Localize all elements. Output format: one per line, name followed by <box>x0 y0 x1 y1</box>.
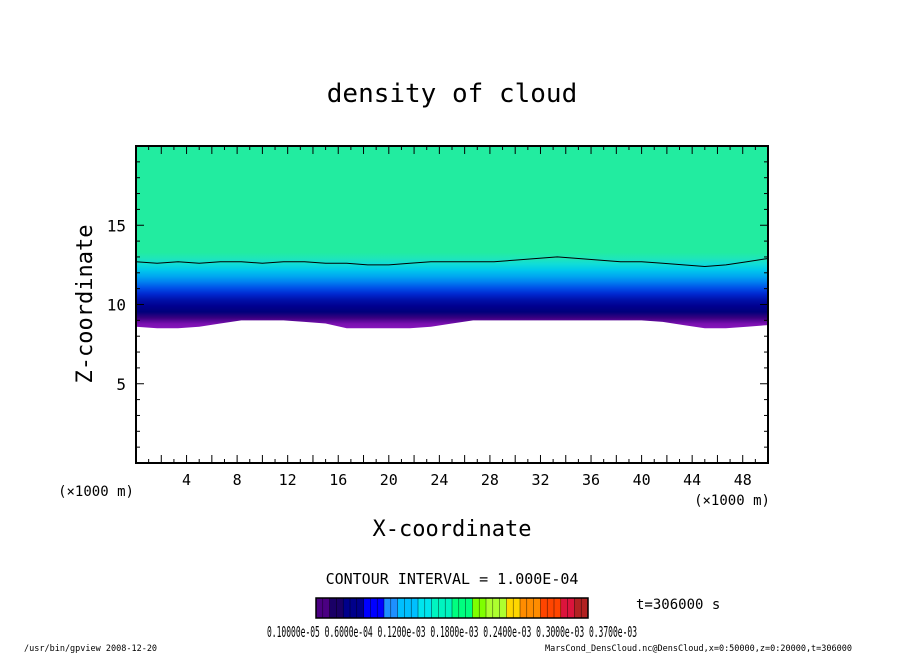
colorbar-cell <box>506 598 514 618</box>
colorbar-cell <box>390 598 399 618</box>
x-axis-label: X-coordinate <box>373 517 532 542</box>
colorbar-cell <box>356 598 365 618</box>
colorbar-cell <box>560 598 569 618</box>
x-axis: 4 8 12 16 20 24 28 32 36 40 44 48 <box>148 146 756 489</box>
colorbar-cell <box>431 598 439 618</box>
colorbar-cell <box>438 598 446 618</box>
colorbar-cell <box>492 598 501 618</box>
y-axis: 5 10 15 <box>107 161 768 448</box>
y-axis-label: Z-coordinate <box>73 225 98 384</box>
contour-line <box>136 256 768 268</box>
colorbar-cell <box>316 598 324 618</box>
x-tick-label: 4 <box>182 471 191 489</box>
colorbar-cell <box>363 598 371 618</box>
x-tick-label: 40 <box>633 471 651 489</box>
colorbar-cell <box>329 598 337 618</box>
colorbar-cell <box>486 598 494 618</box>
contour-interval-label: CONTOUR INTERVAL = 1.000E-04 <box>326 570 579 588</box>
colorbar-cell <box>452 598 460 618</box>
colorbar-cell <box>384 598 392 618</box>
colorbar-cell <box>465 598 473 618</box>
colorbar-labels: 0.10000e-05 0.6000e-04 0.1200e-03 0.1800… <box>267 623 637 641</box>
colorbar-cell <box>458 598 467 618</box>
y-tick-label: 10 <box>107 296 126 315</box>
colorbar-cell <box>547 598 555 618</box>
colorbar-cell <box>499 598 507 618</box>
colorbar <box>315 597 589 619</box>
colorbar-cell <box>322 598 331 618</box>
footer-program: /usr/bin/gpview 2008-12-20 <box>24 644 157 654</box>
y-tick-label: 15 <box>107 216 126 235</box>
x-tick-label: 28 <box>481 471 499 489</box>
x-tick-label: 36 <box>582 471 600 489</box>
colorbar-cell <box>350 598 358 618</box>
colorbar-cell <box>520 598 528 618</box>
colorbar-cell <box>411 598 419 618</box>
x-tick-label: 44 <box>683 471 701 489</box>
x-tick-label: 8 <box>233 471 242 489</box>
x-tick-label: 32 <box>531 471 549 489</box>
time-label: t=306000 s <box>636 597 720 613</box>
footer-source: MarsCond_DensCloud.nc@DensCloud,x=0:5000… <box>545 644 852 654</box>
colorbar-cell <box>574 598 582 618</box>
colorbar-cell <box>397 598 405 618</box>
colorbar-frame <box>315 597 589 619</box>
x-unit-label: (×1000 m) <box>694 493 770 509</box>
colorbar-cell <box>479 598 487 618</box>
colorbar-cell <box>370 598 378 618</box>
colorbar-cell <box>472 598 480 618</box>
x-tick-label: 12 <box>279 471 297 489</box>
x-tick-label: 48 <box>734 471 752 489</box>
cloud-density-field <box>136 146 768 329</box>
colorbar-cell <box>554 598 562 618</box>
colorbar-cell <box>533 598 541 618</box>
colorbar-cell <box>377 598 385 618</box>
colorbar-cell <box>404 598 412 618</box>
colorbar-cell <box>424 598 433 618</box>
colorbar-cell <box>336 598 344 618</box>
chart-title: density of cloud <box>327 79 577 109</box>
colorbar-cell <box>343 598 351 618</box>
x-tick-label: 24 <box>430 471 448 489</box>
x-tick-label: 20 <box>380 471 398 489</box>
colorbar-cell <box>445 598 453 618</box>
colorbar-cell <box>418 598 426 618</box>
y-tick-label: 5 <box>116 375 126 394</box>
colorbar-cell <box>526 598 535 618</box>
colorbar-cell <box>581 598 589 618</box>
x-tick-label: 16 <box>329 471 347 489</box>
colorbar-cell <box>513 598 521 618</box>
colorbar-cell <box>540 598 548 618</box>
plot-area <box>136 146 768 329</box>
colorbar-cell <box>567 598 575 618</box>
y-unit-label: (×1000 m) <box>58 484 134 500</box>
